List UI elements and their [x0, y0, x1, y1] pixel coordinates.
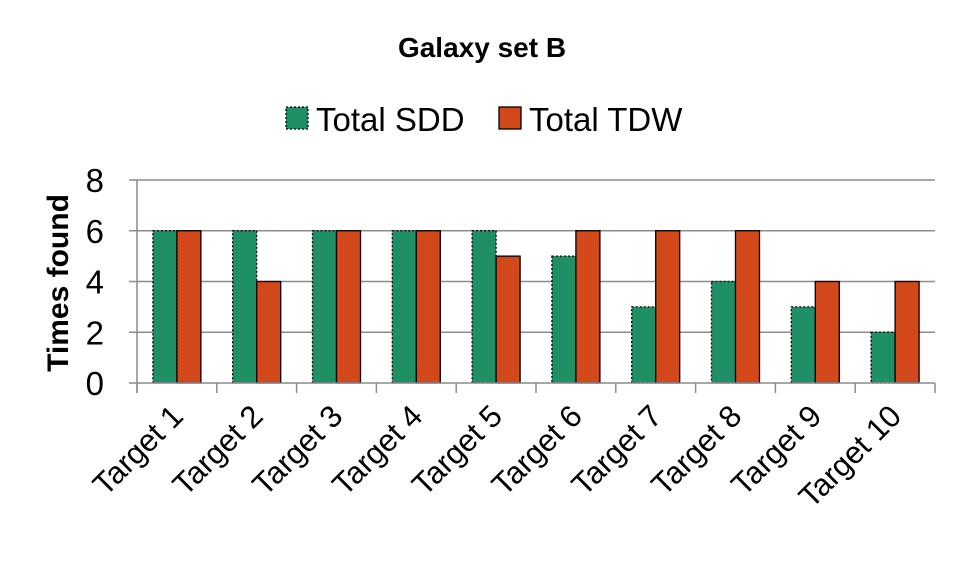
bar-total-tdw — [335, 230, 362, 384]
bar-total-sdd — [152, 230, 178, 384]
y-axis-ticks: 0 2 4 6 8 — [86, 162, 104, 402]
bar-total-sdd — [551, 255, 577, 384]
bar-total-tdw — [176, 230, 202, 384]
bar-total-tdw — [575, 230, 601, 384]
bars — [152, 230, 920, 384]
bar-total-tdw — [814, 280, 840, 384]
y-tick-label: 8 — [86, 162, 104, 199]
bar-total-sdd — [471, 230, 497, 384]
y-tick-label: 2 — [86, 314, 104, 351]
y-axis-label: Times found — [42, 194, 75, 372]
y-tick-label: 0 — [86, 365, 104, 402]
legend-label: Total SDD — [316, 101, 465, 138]
bar-total-sdd — [391, 230, 417, 384]
x-axis — [129, 180, 936, 393]
bar-total-sdd — [311, 230, 338, 384]
y-tick-label: 6 — [86, 213, 104, 250]
legend-swatch — [285, 106, 309, 130]
y-tick-label: 4 — [86, 264, 104, 301]
bar-total-sdd — [631, 306, 657, 384]
bar-total-tdw — [415, 230, 441, 384]
bar-total-sdd — [710, 280, 737, 384]
bar-total-sdd — [790, 306, 816, 384]
bar-total-tdw — [655, 230, 681, 384]
legend-swatch — [498, 106, 522, 130]
bar-total-sdd — [232, 230, 258, 384]
bar-total-sdd — [870, 331, 896, 384]
chart-title: Galaxy set B — [398, 32, 566, 63]
bar-total-tdw — [495, 255, 521, 384]
legend: Total SDD Total TDW — [285, 101, 683, 138]
legend-label: Total TDW — [529, 101, 683, 138]
bar-total-tdw — [894, 280, 920, 384]
bar-total-tdw — [734, 230, 761, 384]
bar-total-tdw — [256, 280, 282, 384]
